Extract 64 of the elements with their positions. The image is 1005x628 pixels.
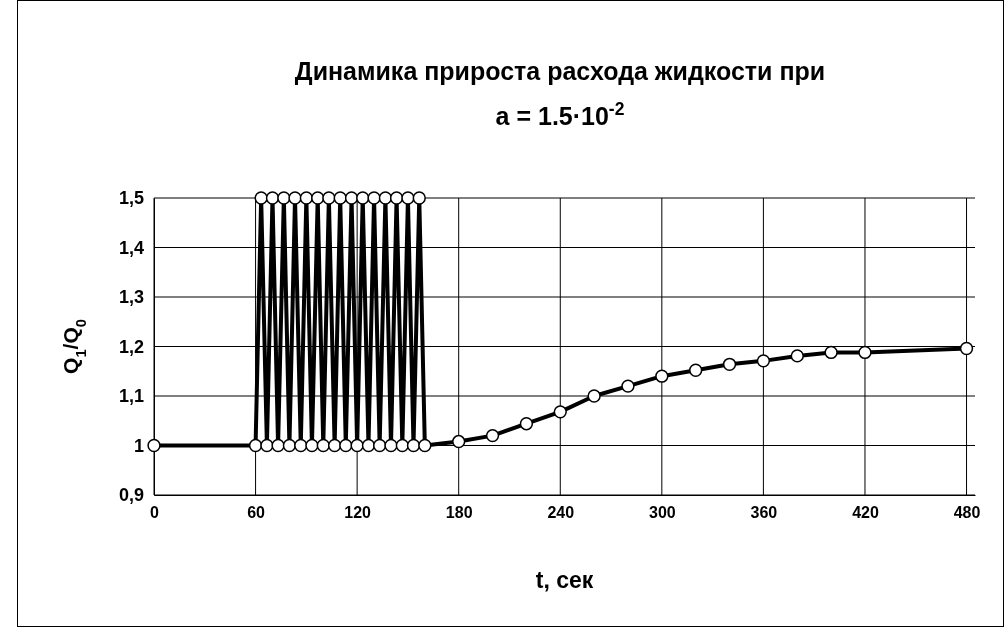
point [288,191,302,205]
point [260,438,274,453]
point [824,345,838,360]
point [254,191,268,205]
point [519,417,534,431]
point [305,438,319,453]
point [587,389,601,403]
x-tick-label: 480 [953,504,981,522]
point [485,428,500,443]
x-tick-label: 240 [547,504,575,522]
x-tick-label: 180 [445,504,473,522]
point [339,438,353,453]
point [689,363,703,377]
y-tick-label: 1,4 [118,237,144,258]
point [265,191,280,205]
x-axis-title: t, сек [535,567,594,593]
point [401,191,415,205]
y-tick-label: 1,5 [118,188,144,209]
point [350,438,364,453]
point [959,341,974,356]
point [412,191,426,205]
point [361,438,376,453]
y-tick-label: 0,9 [118,485,144,506]
y-tick-label: 1,2 [118,336,144,357]
point [294,438,308,453]
point [299,191,314,205]
point [790,349,804,363]
point [858,345,872,360]
x-tick-label: 420 [852,504,879,522]
point [333,191,347,205]
point [389,191,404,205]
point [311,191,325,205]
point [271,438,285,453]
point [655,369,669,383]
point [316,438,330,453]
point [452,434,466,449]
y-tick-label: 1 [133,435,144,456]
x-tick-label: 300 [648,504,676,522]
point [344,191,359,205]
point [367,191,381,205]
point [327,438,342,453]
y-tick-label: 1,1 [118,386,144,407]
point [395,438,409,453]
x-tick-label: 360 [750,504,778,522]
point [147,438,161,453]
point [248,438,263,453]
point [406,438,421,453]
chart-subtitle: a = 1.5·10$^{-2}$ [495,99,625,130]
x-tick-label: 120 [344,504,372,522]
point [553,405,567,419]
point [322,191,336,205]
y-tick-label: 1,3 [118,287,144,308]
point [282,438,297,453]
point [621,379,635,393]
x-tick-label: 60 [247,504,266,522]
point [356,191,370,205]
point [756,354,771,368]
point [277,191,291,205]
x-tick-label: 0 [150,504,160,522]
point [722,357,737,371]
point [372,438,387,453]
point [384,438,398,453]
point [418,438,432,453]
chart-title: Динамика прироста расхода жидкости при [294,57,826,85]
